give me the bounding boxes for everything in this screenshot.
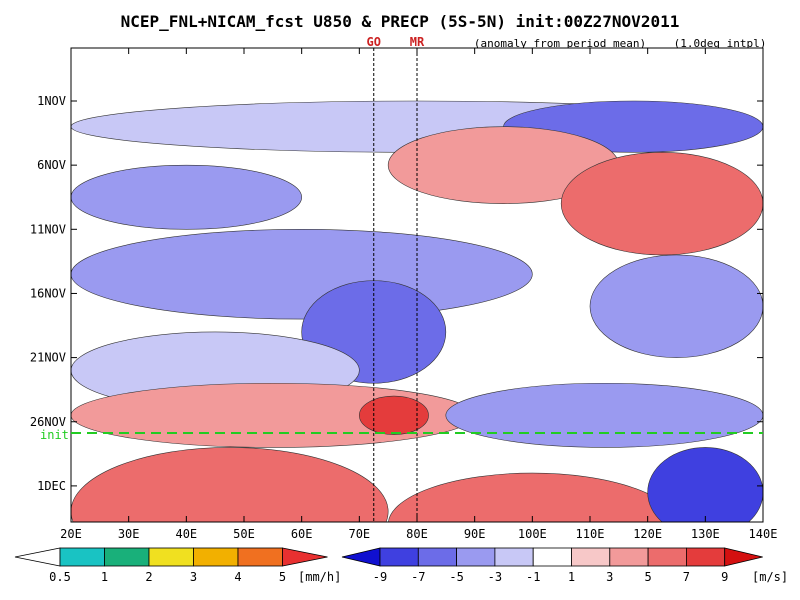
y-tick-label: 1NOV — [37, 94, 66, 108]
x-tick-label: 80E — [406, 527, 428, 541]
anomaly-region-11 — [445, 382, 763, 448]
u850-colorbar-segment — [571, 547, 611, 567]
u850-colorbar-right-arrow — [724, 547, 763, 567]
chart-subtitle-left: (anomaly from period mean) — [474, 37, 646, 50]
longitude-markers: GO MR — [367, 35, 425, 49]
x-tick-label: 130E — [691, 527, 720, 541]
precip-colorbar-left-arrow — [14, 547, 61, 567]
precip-colorbar-segment — [148, 547, 194, 567]
precip-colorbar-label: 0.5 — [49, 570, 71, 584]
anomaly-region-12 — [71, 447, 389, 522]
x-tick-label: 30E — [118, 527, 140, 541]
anomaly-region-14 — [647, 447, 763, 522]
u850-colorbar-segment — [647, 547, 687, 567]
x-tick-label: 140E — [749, 527, 778, 541]
y-tick-label: 26NOV — [30, 415, 66, 429]
precip-colorbar-label: 3 — [190, 570, 197, 584]
precip-colorbar: 0.5 1 2 3 4 5 — [14, 547, 328, 584]
u850-colorbar-segment — [379, 547, 419, 567]
u850-colorbar-label: -9 — [373, 570, 387, 584]
anomaly-region-5 — [71, 229, 533, 320]
u850-colorbar-label: 9 — [721, 570, 728, 584]
u850-colorbar-label: 3 — [606, 570, 613, 584]
u850-colorbar-label: -1 — [526, 570, 540, 584]
precip-colorbar-label: 5 — [279, 570, 286, 584]
u850-colorbar-segment — [456, 547, 496, 567]
y-tick-label: 6NOV — [37, 158, 66, 172]
y-tick-label: 16NOV — [30, 286, 66, 300]
u850-colorbar-label: 1 — [568, 570, 575, 584]
x-tick-label: 40E — [175, 527, 197, 541]
y-tick-label: 11NOV — [30, 222, 66, 236]
u850-colorbar-label: 5 — [644, 570, 651, 584]
u850-colorbar-label: -3 — [488, 570, 502, 584]
u850-colorbar-label: 7 — [683, 570, 690, 584]
u850-colorbar-left-arrow — [341, 547, 381, 567]
precip-colorbar-segment — [237, 547, 283, 567]
x-tick-label: 50E — [233, 527, 255, 541]
precip-colorbar-right-arrow — [282, 547, 328, 567]
x-tick-label: 90E — [464, 527, 486, 541]
u850-colorbar-segment — [417, 547, 457, 567]
anomaly-region-7 — [589, 254, 763, 358]
x-tick-label: 110E — [576, 527, 605, 541]
chart-title: NCEP_FNL+NICAM_fcst U850 & PRECP (5S-5N)… — [121, 12, 680, 31]
precip-colorbar-segment — [104, 547, 150, 567]
init-label: init — [40, 428, 69, 442]
u850-colorbar-segment — [609, 547, 649, 567]
precip-colorbar-label: 2 — [145, 570, 152, 584]
precip-colorbar-label: 4 — [234, 570, 241, 584]
x-tick-label: 60E — [291, 527, 313, 541]
u850-colorbar-segment — [686, 547, 726, 567]
anomaly-region-4 — [71, 164, 302, 230]
x-tick-label: 100E — [518, 527, 547, 541]
precip-colorbar-segment — [193, 547, 239, 567]
chart-subtitle-right: (1.0deg intpl) — [674, 37, 767, 50]
x-tick-label: 120E — [633, 527, 662, 541]
precip-unit: [mm/h] — [298, 570, 341, 584]
precip-colorbar-segment — [59, 547, 105, 567]
plot-area — [70, 47, 764, 523]
anomaly-region-3 — [560, 152, 763, 256]
anomaly-region-13 — [388, 472, 677, 522]
u850-colorbar-segment — [532, 547, 572, 567]
u850-colorbar: -9 -7 -5 -3 -1 1 3 5 7 9 — [341, 547, 763, 584]
x-tick-label: 20E — [60, 527, 82, 541]
y-tick-label: 21NOV — [30, 351, 66, 365]
y-axis: 1NOV 6NOV 11NOV 16NOV 21NOV 26NOV 1DEC — [30, 94, 763, 493]
x-tick-label: 70E — [348, 527, 370, 541]
marker-label-go: GO — [367, 35, 381, 49]
precip-colorbar-label: 1 — [101, 570, 108, 584]
x-axis: 20E 30E 40E 50E 60E 70E 80E 90E 100E 110E 120E 130E… — [60, 48, 777, 541]
u850-unit: [m/s] — [752, 570, 788, 584]
u850-colorbar-label: -7 — [411, 570, 425, 584]
u850-colorbar-segment — [494, 547, 534, 567]
y-tick-label: 1DEC — [37, 479, 66, 493]
u850-colorbar-label: -5 — [449, 570, 463, 584]
anomaly-region-10 — [359, 395, 429, 435]
marker-label-mr: MR — [410, 35, 425, 49]
